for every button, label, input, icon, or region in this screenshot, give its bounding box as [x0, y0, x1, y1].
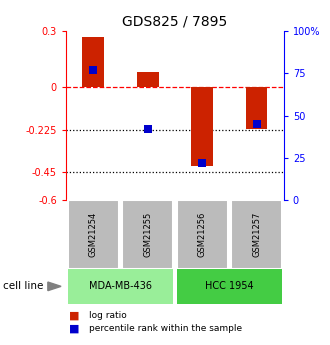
Text: cell line: cell line [3, 282, 44, 291]
Text: ■: ■ [69, 324, 80, 334]
Title: GDS825 / 7895: GDS825 / 7895 [122, 14, 227, 29]
Text: GSM21255: GSM21255 [143, 212, 152, 257]
Text: HCC 1954: HCC 1954 [205, 282, 254, 291]
Point [254, 121, 259, 127]
Text: log ratio: log ratio [89, 311, 127, 320]
Point [199, 160, 205, 166]
Bar [137, 72, 158, 87]
Text: GSM21257: GSM21257 [252, 212, 261, 257]
Point [145, 126, 150, 132]
Bar [191, 87, 213, 166]
Text: GSM21256: GSM21256 [198, 212, 207, 257]
Text: MDA-MB-436: MDA-MB-436 [89, 282, 152, 291]
Text: ■: ■ [69, 311, 80, 321]
Text: percentile rank within the sample: percentile rank within the sample [89, 324, 242, 333]
Bar [82, 37, 104, 87]
Bar [246, 87, 267, 129]
Point [90, 67, 96, 73]
Text: GSM21254: GSM21254 [89, 212, 98, 257]
